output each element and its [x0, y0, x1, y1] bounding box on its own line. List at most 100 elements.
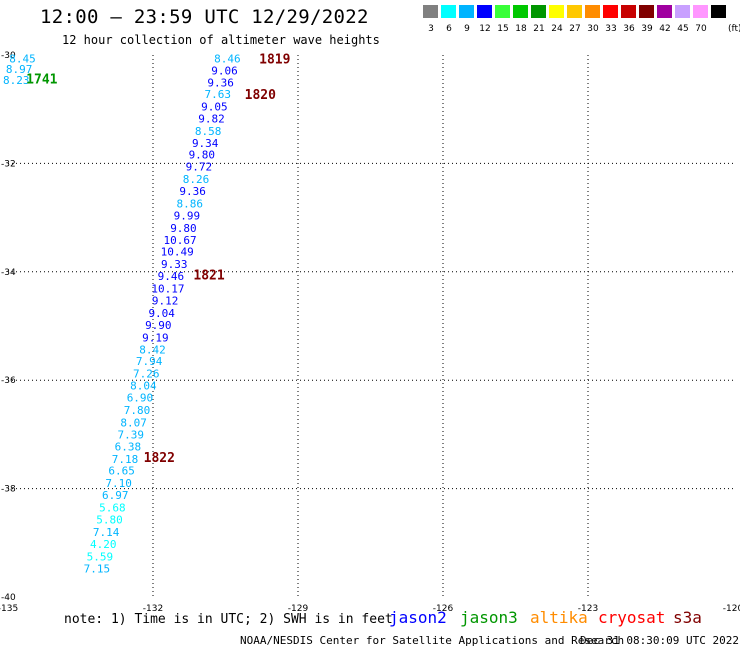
wave-height-label: 5.68	[99, 502, 126, 515]
wave-height-label: 9.36	[207, 77, 234, 90]
wave-height-label: 5.80	[96, 513, 123, 526]
page-title: 12:00 — 23:59 UTC 12/29/2022	[40, 6, 369, 28]
pass-time-label: 1821	[193, 269, 224, 284]
legend-label: 42	[659, 24, 671, 34]
pass-time-label: 1820	[245, 88, 276, 103]
wave-height-label: 10.67	[164, 234, 197, 247]
x-tick-label: -135	[0, 604, 18, 614]
wave-height-label: 8.45	[9, 52, 36, 65]
pass-time-label: 1822	[144, 451, 175, 466]
legend-swatch	[477, 5, 492, 18]
generated-timestamp: Dec 31 08:30:09 UTC 2022	[580, 634, 739, 647]
legend-label: 30	[587, 24, 599, 34]
wave-height-label: 10.49	[161, 246, 194, 259]
credit-line: NOAA/NESDIS Center for Satellite Applica…	[240, 634, 625, 647]
legend-swatch	[657, 5, 672, 18]
wave-height-label: 8.23	[3, 74, 30, 87]
legend-label: 24	[551, 24, 563, 34]
legend-label: 6	[446, 24, 452, 34]
x-tick-label: -129	[288, 604, 309, 614]
legend-swatch	[603, 5, 618, 18]
page-subtitle: 12 hour collection of altimeter wave hei…	[62, 33, 380, 47]
legend-swatch	[711, 5, 726, 18]
legend-swatch	[495, 5, 510, 18]
pass-time-label: 1741	[26, 72, 57, 87]
wave-height-label: 9.12	[152, 295, 179, 308]
legend-swatch	[549, 5, 564, 18]
legend-swatch	[459, 5, 474, 18]
satellite-label-s3a: s3a	[673, 608, 702, 627]
footer-note: note: 1) Time is in UTC; 2) SWH is in fe…	[64, 612, 393, 627]
wave-height-label: 8.42	[139, 343, 166, 356]
satellite-label-cryosat: cryosat	[598, 608, 666, 627]
wave-height-label: 8.86	[176, 198, 203, 211]
wave-height-label: 9.36	[179, 185, 206, 198]
legend-label: 21	[533, 24, 545, 34]
legend-label: 15	[497, 24, 509, 34]
legend-swatch	[621, 5, 636, 18]
wave-height-label: 8.58	[195, 125, 222, 138]
legend-swatch	[513, 5, 528, 18]
wave-height-label: 7.80	[124, 404, 151, 417]
y-tick-label: -34	[1, 268, 16, 278]
wave-height-label: 7.39	[118, 428, 145, 441]
legend-label: 18	[515, 24, 527, 34]
wave-height-label: 7.63	[205, 88, 232, 101]
wave-height-label: 7.18	[112, 453, 139, 466]
wave-height-label: 7.94	[136, 355, 163, 368]
legend-swatch	[675, 5, 690, 18]
wave-height-label: 9.33	[161, 258, 188, 271]
legend-swatch	[639, 5, 654, 18]
wave-height-label: 8.04	[130, 380, 157, 393]
legend-label: 33	[605, 24, 617, 34]
wave-height-label: 6.97	[102, 489, 129, 502]
legend-unit: (ft)	[728, 24, 740, 34]
satellite-label-jason2: jason2	[389, 608, 447, 627]
wave-height-label: 7.10	[105, 477, 132, 490]
wave-height-label: 9.80	[170, 222, 197, 235]
legend-label: 27	[569, 24, 581, 34]
y-tick-label: -38	[1, 485, 16, 495]
legend-label: 70	[695, 24, 707, 34]
wave-height-label: 5.59	[87, 550, 114, 563]
wave-height-label: 6.38	[115, 440, 142, 453]
x-tick-label: -126	[433, 604, 454, 614]
x-tick-label: -132	[143, 604, 163, 614]
wave-height-label: 8.07	[120, 416, 147, 429]
legend-swatch	[585, 5, 600, 18]
wave-height-label: 9.72	[186, 161, 213, 174]
wave-height-label: 6.90	[127, 392, 154, 405]
wave-height-label: 9.34	[192, 137, 219, 150]
wave-height-label: 9.04	[148, 307, 175, 320]
wave-height-label: 8.97	[6, 63, 33, 76]
y-tick-label: -40	[1, 593, 16, 603]
legend-swatch	[531, 5, 546, 18]
x-tick-label: -120	[723, 604, 740, 614]
legend-label: 12	[479, 24, 491, 34]
wave-height-label: 7.15	[84, 562, 111, 575]
wave-height-label: 9.19	[142, 331, 169, 344]
legend-swatch	[441, 5, 456, 18]
legend-swatch	[423, 5, 438, 18]
satellite-label-altika: altika	[530, 608, 588, 627]
wave-height-label: 10.17	[151, 283, 184, 296]
legend-label: 9	[464, 24, 470, 34]
legend-label: 39	[641, 24, 653, 34]
wave-height-label: 9.06	[211, 65, 238, 78]
wave-height-label: 9.05	[201, 100, 228, 113]
wave-height-label: 9.80	[189, 149, 216, 162]
wave-height-label: 9.90	[145, 319, 172, 332]
wave-height-label: 6.65	[108, 465, 135, 478]
legend-swatch	[693, 5, 708, 18]
wave-height-label: 7.26	[133, 368, 160, 381]
legend-label: 3	[428, 24, 434, 34]
legend-label: 36	[623, 24, 635, 34]
wave-height-label: 9.99	[174, 209, 201, 222]
x-tick-label: -123	[578, 604, 598, 614]
y-tick-label: -32	[1, 159, 16, 169]
satellite-label-jason3: jason3	[460, 608, 518, 627]
pass-time-label: 1819	[259, 52, 290, 67]
wave-height-label: 9.46	[158, 270, 185, 283]
wave-height-label: 4.20	[90, 538, 117, 551]
